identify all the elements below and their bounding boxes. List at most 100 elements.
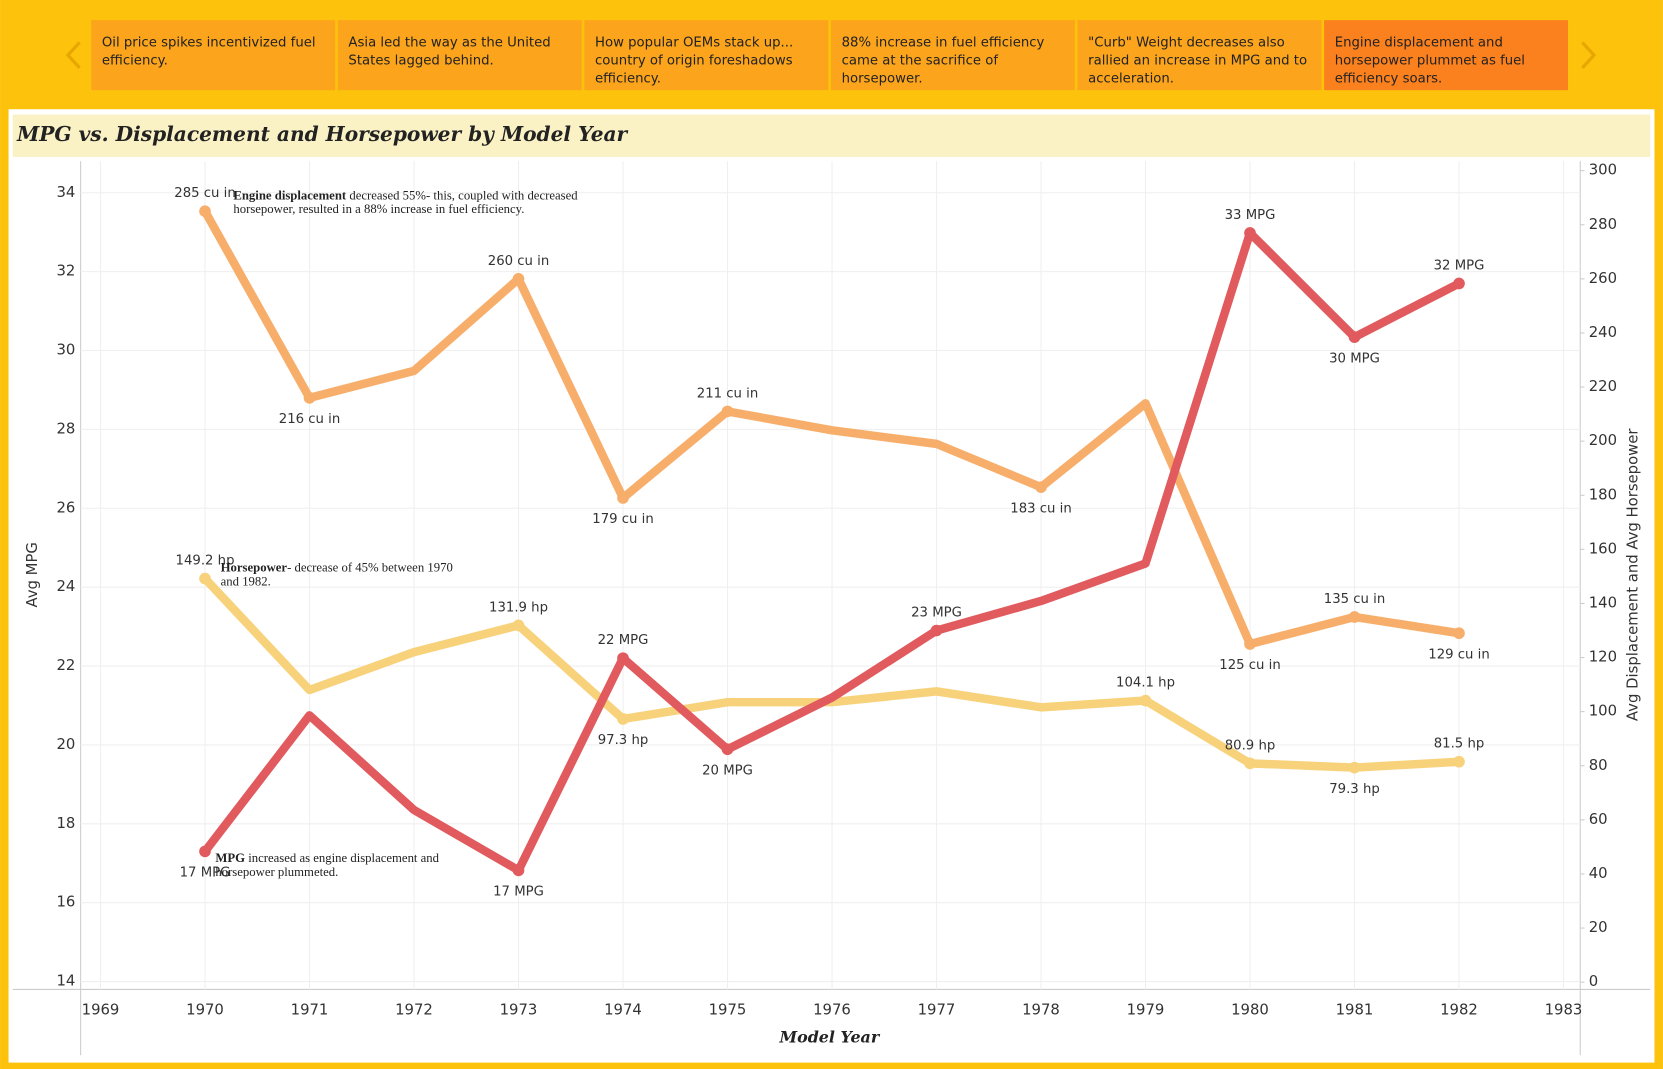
data-label: 211 cu in	[697, 386, 758, 401]
data-label: 149.2 hp	[176, 554, 235, 569]
x-tick-label: 1980	[1231, 1002, 1269, 1019]
data-label: 33 MPG	[1225, 208, 1276, 223]
y-tick-label: 24	[56, 578, 75, 595]
annotation-bold: Horsepower	[220, 561, 288, 575]
story-point[interactable]	[1077, 20, 1322, 91]
x-tick-label: 1977	[918, 1002, 956, 1019]
data-point	[512, 273, 525, 285]
y-tick-label: 30	[56, 342, 75, 359]
annotation: MPG increased as engine displacement and…	[215, 852, 459, 880]
story-point-caption[interactable]: How popular OEMs stack up... country of …	[584, 20, 828, 90]
y2-tick-label: 0	[1589, 973, 1598, 990]
y-tick-label: 26	[56, 499, 75, 516]
story-point-text: Engine displacement and horsepower plumm…	[1334, 33, 1525, 86]
y-tick-label: 32	[56, 263, 75, 280]
annotation-body: - decrease of 45% between 1970 and 1982.	[220, 561, 453, 589]
story-point-caption[interactable]: 88% increase in fuel efficiency came at …	[831, 20, 1075, 90]
y2-tick-label: 220	[1589, 378, 1617, 395]
story-point[interactable]	[1324, 20, 1569, 91]
data-point	[1348, 761, 1361, 774]
chart-title: MPG vs. Displacement and Horsepower by M…	[16, 122, 629, 146]
annotation-text: Horsepower- decrease of 45% between 1970…	[221, 561, 465, 589]
data-label: 260 cu in	[488, 254, 549, 269]
y2-tick-label: 200	[1589, 432, 1617, 449]
plot: 14 16 18 20 22 24 26 28 30 32 34 0 20 40 60 80 100 120 140…	[56, 161, 1617, 1019]
y2-tick-label: 80	[1589, 757, 1608, 774]
x-tick-label: 1973	[500, 1002, 538, 1019]
story-point-caption[interactable]: Engine displacement and horsepower plumm…	[1324, 20, 1568, 90]
data-label: 17 MPG	[180, 866, 231, 881]
story-point[interactable]	[91, 20, 336, 91]
data-label: 285 cu in	[174, 186, 235, 201]
story-point[interactable]	[584, 20, 829, 91]
x-tick-label: 1972	[395, 1002, 433, 1019]
x-tick-label: 1982	[1440, 1002, 1478, 1019]
data-label: 81.5 hp	[1434, 737, 1485, 752]
data-label: 131.9 hp	[489, 600, 548, 615]
prev-arrow[interactable]	[65, 41, 81, 69]
next-arrow[interactable]	[1581, 41, 1597, 69]
y-tick-label: 22	[56, 657, 75, 674]
annotation-text: Engine displacement decreased 55%- this,…	[233, 189, 636, 217]
data-point	[1348, 331, 1361, 343]
data-point	[512, 864, 525, 877]
y2-axis-title: Avg Displacement and Avg Horsepower	[1624, 428, 1641, 722]
story-point-caption[interactable]: Asia led the way as the United States la…	[338, 20, 582, 90]
data-label: 104.1 hp	[1116, 676, 1175, 691]
data-point	[1244, 757, 1256, 770]
story-point[interactable]	[337, 20, 582, 91]
y2-tick-label: 260	[1589, 270, 1617, 287]
story-point-caption[interactable]: "Curb" Weight decreases also rallied an …	[1078, 20, 1322, 90]
y-tick-label: 16	[56, 894, 75, 911]
data-label: 129 cu in	[1428, 647, 1489, 662]
data-point	[617, 713, 629, 725]
annotation-text: MPG increased as engine displacement and…	[215, 852, 459, 880]
y-tick-label: 14	[56, 973, 75, 990]
story-point[interactable]	[830, 20, 1075, 91]
data-point	[617, 492, 629, 504]
data-label: 216 cu in	[279, 412, 340, 427]
data-point	[1453, 277, 1465, 290]
y-tick-label: 18	[56, 815, 75, 832]
story-point-text: "Curb" Weight decreases also rallied an …	[1088, 33, 1308, 86]
data-label: 183 cu in	[1010, 501, 1071, 516]
y2-tick-label: 40	[1589, 865, 1608, 882]
data-point	[721, 743, 734, 756]
data-point	[1139, 694, 1152, 707]
x-tick-label: 1975	[709, 1002, 747, 1019]
y-tick-label: 28	[56, 420, 75, 437]
data-label: 125 cu in	[1219, 658, 1280, 673]
data-point	[1348, 611, 1361, 623]
data-point	[199, 572, 211, 585]
y2-tick-label: 280	[1589, 216, 1617, 233]
data-label: 80.9 hp	[1225, 738, 1276, 753]
data-label: 79.3 hp	[1329, 782, 1380, 797]
data-point	[930, 624, 943, 637]
story-point-text: Asia led the way as the United States la…	[348, 33, 551, 68]
data-label: 135 cu in	[1324, 592, 1385, 607]
x-tick-label: 1971	[291, 1002, 329, 1019]
annotation-body: decreased 55%- this, coupled with decrea…	[233, 188, 578, 217]
data-point	[512, 619, 525, 632]
story-point-text: 88% increase in fuel efficiency came at …	[841, 33, 1045, 86]
y2-tick-label: 140	[1589, 594, 1617, 611]
x-tick-label: 1981	[1336, 1002, 1374, 1019]
story-point-caption[interactable]: Oil price spikes incentivized fuel effic…	[91, 20, 335, 90]
annotation-bold: MPG	[215, 851, 246, 866]
data-label: 32 MPG	[1434, 258, 1485, 273]
data-point	[1453, 755, 1465, 768]
y2-tick-label: 180	[1589, 486, 1617, 503]
y2-tick-label: 120	[1589, 649, 1617, 666]
y-tick-label: 20	[56, 736, 75, 753]
x-tick-label: 1969	[82, 1002, 120, 1019]
y2-tick-label: 240	[1589, 324, 1617, 341]
annotation-body: increased as engine displacement and hor…	[215, 851, 440, 880]
title-band	[12, 114, 1651, 157]
x-tick-label: 1983	[1545, 1002, 1583, 1019]
annotation: Engine displacement decreased 55%- this,…	[233, 189, 636, 217]
story-point-text: Oil price spikes incentivized fuel effic…	[101, 33, 316, 68]
y-axis-title: Avg MPG	[24, 542, 41, 607]
x-tick-label: 1970	[186, 1002, 224, 1019]
annotation: Horsepower- decrease of 45% between 1970…	[221, 561, 465, 589]
